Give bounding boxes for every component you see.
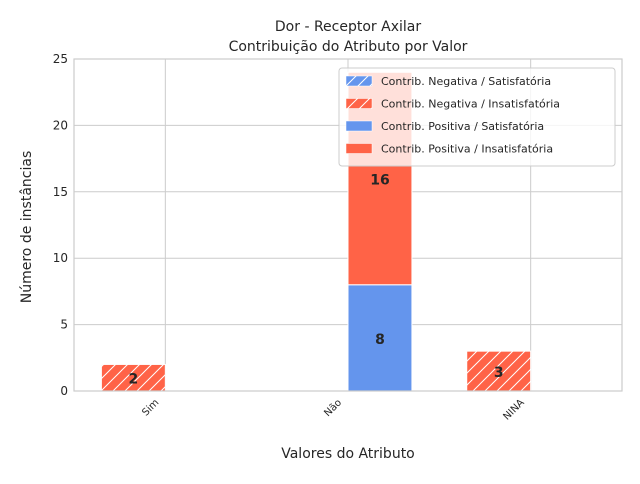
- y-tick-label: 0: [60, 384, 68, 398]
- x-axis-label: Valores do Atributo: [281, 446, 415, 462]
- x-tick-label: Sim: [140, 397, 161, 418]
- legend-label: Contrib. Negativa / Insatisfatória: [381, 98, 560, 111]
- y-tick-label: 20: [53, 118, 68, 132]
- legend-swatch-hatch: [346, 98, 372, 109]
- chart-subtitle: Contribuição do Atributo por Valor: [229, 39, 468, 55]
- legend-box: [338, 67, 616, 167]
- plot-frame: [73, 58, 623, 392]
- data-label: 16: [370, 173, 389, 189]
- legend: Contrib. Negativa / Satisfatória Contrib.…: [338, 67, 616, 167]
- legend-label: Contrib. Positiva / Insatisfatória: [381, 143, 553, 156]
- data-label: 3: [494, 365, 504, 381]
- y-tick-label: 5: [60, 318, 68, 332]
- y-tick-label: 15: [53, 185, 68, 199]
- x-tick-label: Não: [322, 397, 344, 419]
- y-tick-label: 10: [53, 251, 68, 265]
- legend-swatch: [345, 143, 373, 154]
- label-layer: 2 8 16 3: [128, 173, 503, 388]
- data-label: 2: [128, 372, 138, 388]
- data-label: 8: [375, 332, 385, 348]
- legend-label: Contrib. Positiva / Satisfatória: [381, 120, 544, 133]
- legend-swatch-hatch: [346, 76, 372, 86]
- y-tick-label: 25: [53, 52, 68, 66]
- bar-hatch: [466, 351, 531, 391]
- bar: [347, 284, 413, 392]
- chart-title: Dor - Receptor Axilar: [275, 19, 421, 35]
- legend-swatch: [345, 120, 373, 132]
- y-axis-label: Número de instâncias: [19, 151, 35, 303]
- legend-label: Contrib. Negativa / Satisfatória: [381, 75, 551, 88]
- bar-hatch: [101, 364, 166, 391]
- x-tick-label: NINA: [501, 397, 526, 422]
